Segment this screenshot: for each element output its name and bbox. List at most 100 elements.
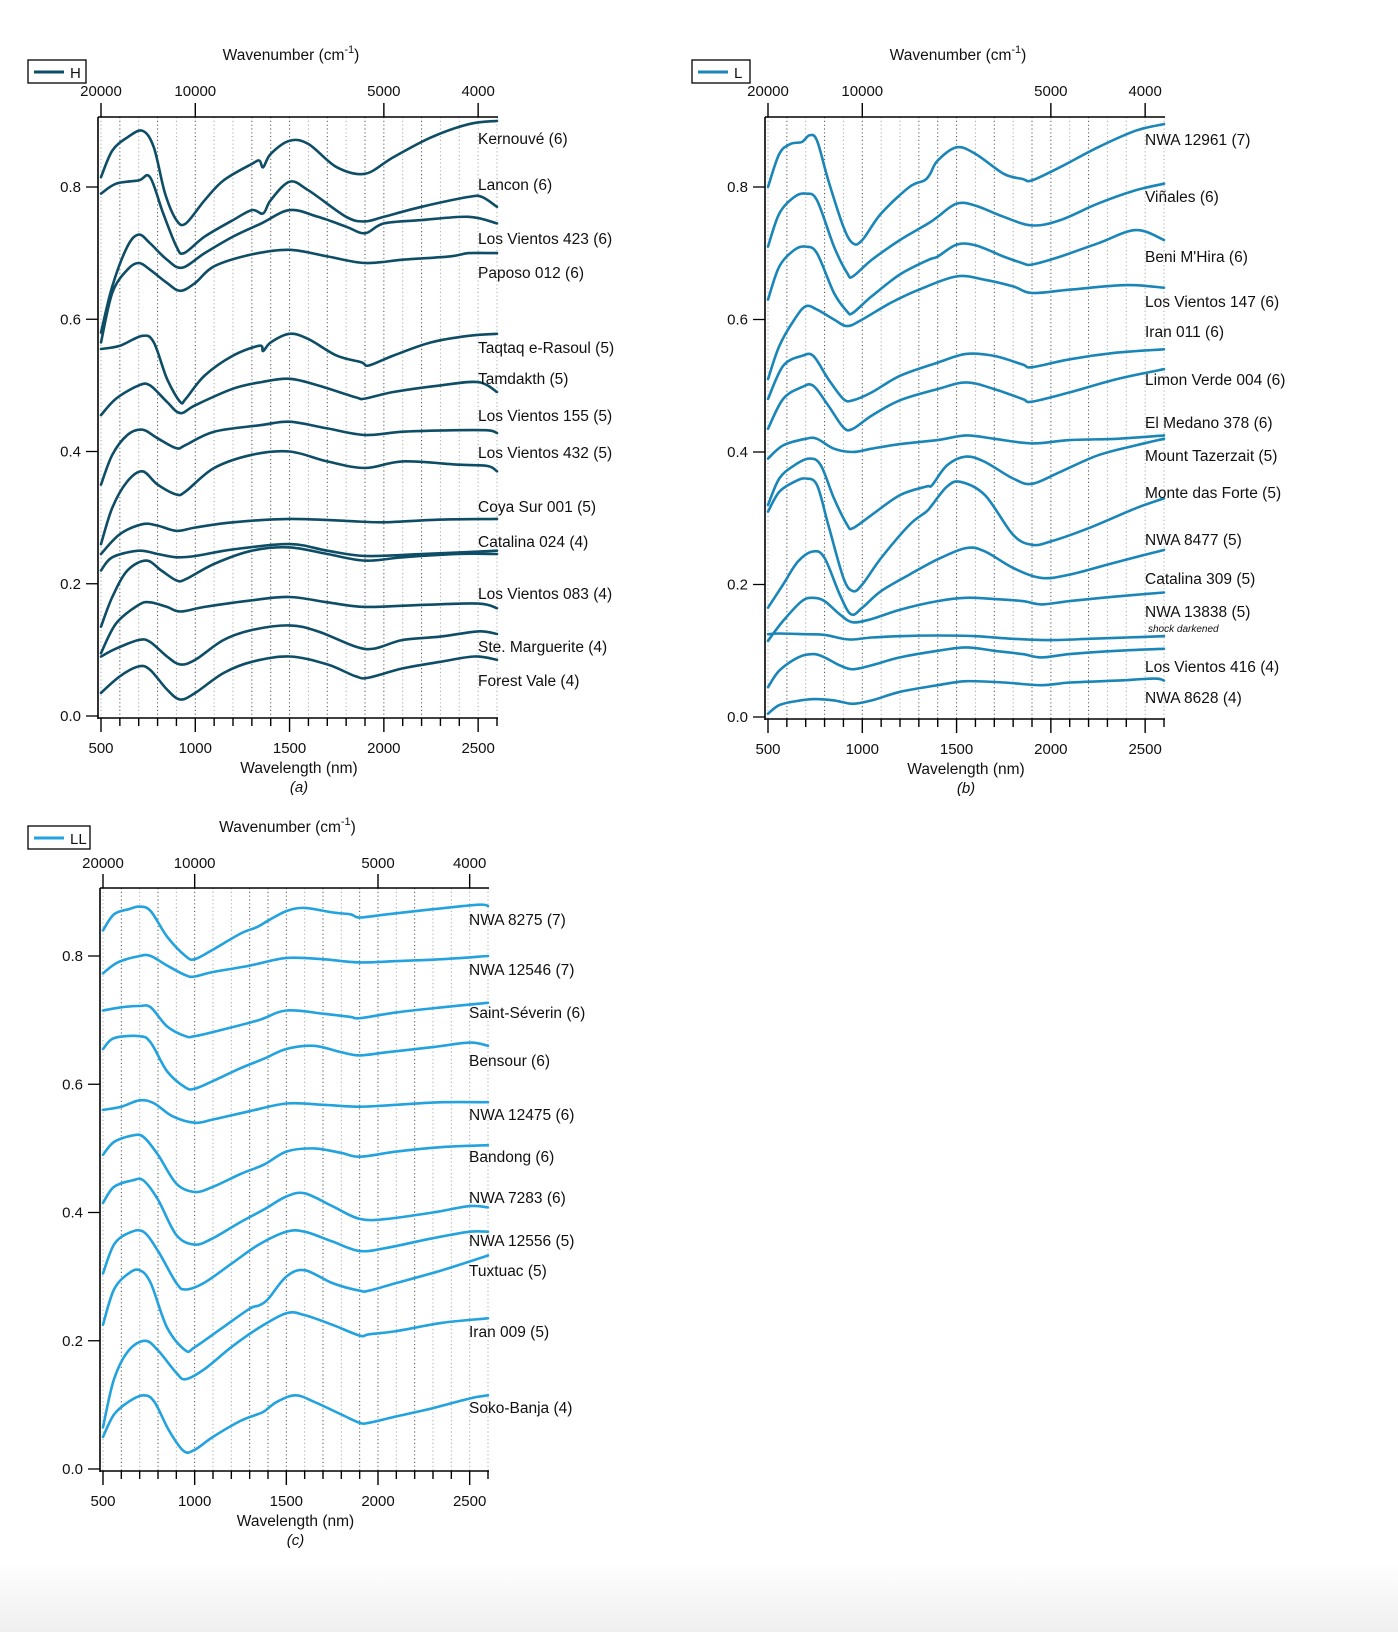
- spectrum-line: [766, 677, 1166, 715]
- spectrum-label: NWA 12961 (7): [1145, 132, 1250, 149]
- spectrum-label: Taqtaq e-Rasoul (5): [478, 340, 614, 357]
- x2-axis-title: Wavenumber (cm-1): [890, 44, 1027, 64]
- spectrum-line: [766, 228, 1166, 316]
- spectrum-label: NWA 8628 (4): [1145, 690, 1242, 707]
- x2-tick-label: 4000: [461, 83, 494, 100]
- spectrum-line: [101, 1034, 490, 1091]
- spectrum-line: [766, 546, 1166, 617]
- x-tick-label: 2500: [1128, 741, 1161, 758]
- spectrum-label: Lancon (6): [478, 177, 552, 194]
- spectrum-line: [766, 122, 1166, 246]
- spectrum-line: [101, 1394, 490, 1454]
- spectrum-label: Mount Tazerzait (5): [1145, 448, 1277, 465]
- spectrum-label: Kernouvé (6): [478, 131, 568, 148]
- x-tick-label: 500: [90, 1493, 115, 1510]
- spectrum-label: El Medano 378 (6): [1145, 415, 1273, 432]
- legend: L: [691, 59, 751, 84]
- legend-label: H: [70, 65, 81, 82]
- x-axis-title: Wavelength (nm): [240, 760, 357, 777]
- spectrum-label: Iran 011 (6): [1145, 324, 1224, 341]
- panel-caption: (a): [290, 779, 308, 796]
- spectrum-label: NWA 7283 (6): [469, 1190, 566, 1207]
- panel-c: 500 1000 1500 2000 2500 Wavelength (nm) (c) 0.0…: [27, 816, 585, 1549]
- spectrum-line: [766, 646, 1166, 689]
- spectrum-line: [101, 1254, 490, 1354]
- spectrum-label: Catalina 309 (5): [1145, 571, 1255, 588]
- x2-tick-label: 10000: [174, 855, 216, 872]
- x2-axis-title: Wavenumber (cm-1): [223, 44, 360, 64]
- spectrum-line: [101, 1001, 490, 1039]
- x2-axis-title-close: ): [1021, 47, 1026, 64]
- spectrum-label: Coya Sur 001 (5): [478, 499, 596, 516]
- spectrum-line: [766, 367, 1166, 432]
- x-tick-label: 2000: [361, 1493, 394, 1510]
- legend-label: L: [734, 65, 742, 82]
- y-tick-label: 0.6: [60, 311, 81, 328]
- spectrum-label: NWA 12556 (5): [469, 1233, 574, 1250]
- x2-tick-label: 20000: [82, 855, 124, 872]
- legend: LL: [27, 825, 91, 850]
- spectrum-line: [99, 332, 499, 405]
- spectrum-line: [99, 624, 499, 666]
- x2-tick-label: 5000: [367, 83, 400, 100]
- x2-axis-title-superscript: -1: [1011, 44, 1021, 56]
- spectrum-line: [99, 248, 499, 344]
- spectrum-line: [99, 655, 499, 701]
- spectrum-label: Los Vientos 416 (4): [1145, 659, 1279, 676]
- spectrum-line: [766, 348, 1166, 403]
- y-tick-label: 0.6: [727, 312, 748, 329]
- spectrum-label: Viñales (6): [1145, 189, 1219, 206]
- x2-axis-title-close: ): [354, 47, 359, 64]
- spectrum-line: [766, 591, 1166, 643]
- spectrum-line: [101, 1133, 490, 1194]
- x2-axis-title-text: Wavenumber (cm: [223, 47, 345, 64]
- y-tick-label: 0.4: [60, 444, 81, 461]
- spectrum-label: NWA 12475 (6): [469, 1107, 574, 1124]
- spectrum-label: Iran 009 (5): [469, 1324, 549, 1341]
- y-tick-label: 0.4: [727, 444, 748, 461]
- spectrum-line: [101, 1311, 490, 1429]
- spectrum-line: [99, 119, 499, 227]
- spectrum-label: Los Vientos 432 (5): [478, 445, 612, 462]
- spectrum-label: Los Vientos 147 (6): [1145, 294, 1279, 311]
- x-axis-title: Wavelength (nm): [237, 1513, 354, 1530]
- x2-axis-title: Wavenumber (cm-1): [219, 816, 356, 836]
- y-tick-label: 0.8: [62, 948, 83, 965]
- x2-tick-label: 20000: [80, 83, 122, 100]
- spectrum-line: [99, 517, 499, 556]
- x-axis-title: Wavelength (nm): [907, 761, 1024, 778]
- spectrum-line: [99, 173, 499, 256]
- legend: H: [27, 59, 87, 84]
- spectrum-line: [101, 1228, 490, 1291]
- spectrum-label: Beni M'Hira (6): [1145, 249, 1248, 266]
- y-tick-label: 0.0: [60, 708, 81, 725]
- spectrum-label: Tuxtuac (5): [469, 1263, 547, 1280]
- x-tick-label: 2500: [461, 740, 494, 757]
- x-tick-label: 1000: [179, 740, 212, 757]
- x2-tick-label: 5000: [1034, 83, 1067, 100]
- spectrum-line: [101, 1177, 490, 1246]
- spectrum-line: [766, 274, 1166, 381]
- spectrum-line: [101, 903, 490, 961]
- panel-caption: (c): [287, 1532, 305, 1549]
- x2-tick-label: 4000: [453, 855, 486, 872]
- panel-b: 500 1000 1500 2000 2500 Wavelength (nm) (b) 0.0…: [691, 44, 1285, 797]
- spectrum-label: Paposo 012 (6): [478, 265, 584, 282]
- x-tick-label: 2500: [453, 1493, 486, 1510]
- x-tick-label: 500: [88, 740, 113, 757]
- spectrum-label: Ste. Marguerite (4): [478, 639, 607, 656]
- x-tick-label: 1500: [940, 741, 973, 758]
- x2-axis-title-superscript: -1: [341, 816, 351, 828]
- spectrum-line: [766, 437, 1166, 531]
- spectrum-label: Tamdakth (5): [478, 371, 568, 388]
- spectrum-line: [766, 182, 1166, 279]
- x2-tick-label: 4000: [1128, 83, 1161, 100]
- spectrum-line: [99, 542, 499, 572]
- spectrum-label: Los Vientos 423 (6): [478, 231, 612, 248]
- x-tick-label: 500: [755, 741, 780, 758]
- spectrum-line: [99, 449, 499, 546]
- spectrum-label: Forest Vale (4): [478, 673, 579, 690]
- x-tick-label: 1000: [846, 741, 879, 758]
- y-tick-label: 0.2: [727, 577, 748, 594]
- x2-tick-label: 10000: [174, 83, 216, 100]
